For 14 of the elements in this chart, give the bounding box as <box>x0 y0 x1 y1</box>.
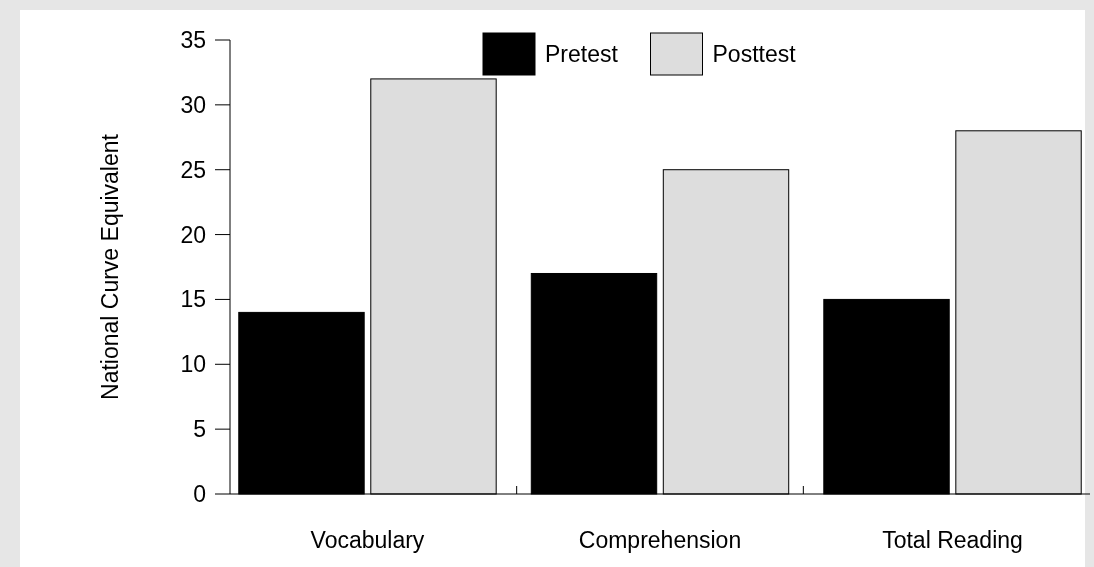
y-tick-label: 25 <box>180 156 206 183</box>
x-tick-label: Total Reading <box>882 527 1023 553</box>
y-tick-label: 5 <box>193 416 206 443</box>
y-tick-label: 20 <box>180 221 206 248</box>
y-tick-label: 15 <box>180 286 206 313</box>
y-tick-label: 10 <box>180 351 206 378</box>
x-tick-label: Vocabulary <box>310 527 425 553</box>
y-axis-title: National Curve Equivalent <box>97 133 124 400</box>
legend-label: Pretest <box>545 41 619 68</box>
y-tick-label: 30 <box>180 91 206 118</box>
legend-label: Posttest <box>712 41 797 68</box>
y-tick-label: 35 <box>180 27 206 54</box>
x-tick-label: Comprehension <box>578 527 742 553</box>
y-tick-label: 0 <box>193 481 206 508</box>
